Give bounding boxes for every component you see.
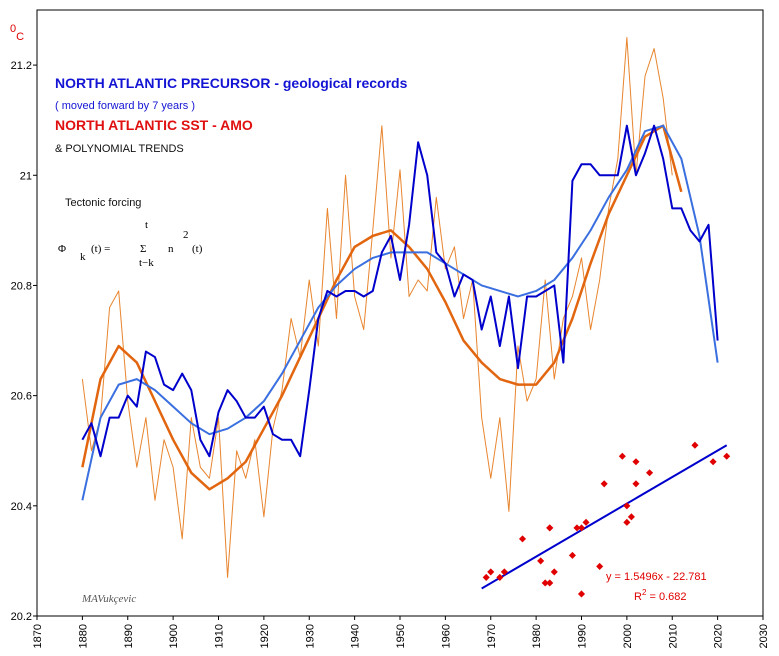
formula-sigma: Σ bbox=[140, 243, 146, 255]
scatter-point bbox=[546, 579, 554, 587]
y-unit-base: C bbox=[16, 31, 24, 43]
formula-sub: k bbox=[80, 251, 86, 263]
legend-note: ( moved forward by 7 years ) bbox=[55, 100, 195, 112]
y-tick-label: 20.6 bbox=[11, 391, 32, 403]
legend-entry: NORTH ATLANTIC PRECURSOR - geological re… bbox=[55, 75, 408, 91]
formula-bottom: t−k bbox=[139, 257, 154, 269]
scatter-point bbox=[546, 524, 554, 532]
x-tick-label: 1990 bbox=[577, 624, 589, 648]
x-tick-label: 1940 bbox=[350, 624, 362, 648]
formula-pow: 2 bbox=[183, 229, 189, 241]
r2-label: R2 = 0.682 bbox=[634, 588, 686, 603]
scatter-point bbox=[573, 524, 581, 532]
y-tick-label: 21.2 bbox=[11, 60, 32, 72]
r2-sup: 2 bbox=[642, 588, 647, 597]
x-tick-label: 1930 bbox=[304, 624, 316, 648]
series-line bbox=[81, 37, 673, 578]
x-tick-label: 2020 bbox=[713, 624, 725, 648]
y-tick-label: 21 bbox=[20, 170, 32, 182]
y-tick-label: 20.8 bbox=[11, 280, 32, 292]
scatter-point bbox=[496, 573, 504, 581]
formula-top: t bbox=[145, 219, 148, 231]
scatter-point bbox=[487, 568, 495, 576]
scatter-point bbox=[646, 469, 654, 477]
series-line bbox=[481, 444, 728, 590]
scatter-point bbox=[568, 551, 576, 559]
scatter-point bbox=[537, 557, 545, 565]
legend-entry: NORTH ATLANTIC SST - AMO bbox=[55, 117, 253, 133]
scatter-point bbox=[577, 524, 586, 532]
y-unit: 0C bbox=[10, 23, 24, 43]
x-tick-label: 1870 bbox=[32, 624, 44, 648]
x-tick-label: 1950 bbox=[395, 624, 407, 648]
scatter-point bbox=[600, 480, 608, 488]
y-tick-label: 20.2 bbox=[11, 611, 32, 623]
scatter-point bbox=[632, 480, 640, 488]
series-line bbox=[81, 124, 719, 458]
scatter-point bbox=[596, 562, 604, 570]
y-tick-label: 20.4 bbox=[11, 501, 32, 513]
x-tick-label: 1890 bbox=[123, 624, 135, 648]
x-tick-label: 1920 bbox=[259, 624, 271, 648]
scatter-point bbox=[623, 502, 631, 510]
series-line bbox=[81, 124, 683, 491]
scatter-point bbox=[623, 518, 631, 526]
series-line bbox=[81, 124, 719, 501]
scatter-point bbox=[723, 452, 731, 460]
fit-label: y = 1.5496x - 22.781 bbox=[606, 571, 707, 583]
scatter-point bbox=[632, 458, 640, 466]
scatter-point bbox=[541, 579, 549, 587]
x-tick-label: 2010 bbox=[667, 624, 679, 648]
formula-n: n bbox=[168, 243, 174, 255]
formula: Φ k (t) = Σ t t−k n 2 (t) bbox=[58, 219, 203, 269]
signature: MAVukçevic bbox=[81, 593, 136, 605]
x-tick-label: 1910 bbox=[214, 624, 226, 648]
scatter-point bbox=[500, 568, 508, 576]
y-unit-sup: 0 bbox=[10, 23, 16, 35]
x-tick-label: 1980 bbox=[531, 624, 543, 648]
scatter-point bbox=[618, 452, 626, 460]
x-tick-label: 1960 bbox=[440, 624, 452, 648]
x-tick-label: 1900 bbox=[168, 624, 180, 648]
scatter-point bbox=[482, 573, 490, 581]
r2-base: R bbox=[634, 591, 642, 603]
scatter-point bbox=[627, 513, 635, 521]
x-tick-label: 1970 bbox=[486, 624, 498, 648]
formula-end: (t) bbox=[192, 243, 203, 255]
formula-mid: (t) = bbox=[91, 243, 110, 255]
formula-title: Tectonic forcing bbox=[65, 197, 141, 209]
x-tick-label: 1880 bbox=[77, 624, 89, 648]
scatter-point bbox=[582, 518, 590, 526]
r2-rest: = 0.682 bbox=[646, 591, 686, 603]
formula-phi: Φ bbox=[58, 243, 66, 255]
scatter-point bbox=[691, 441, 699, 449]
scatter-point bbox=[550, 568, 558, 576]
scatter-point bbox=[709, 458, 717, 466]
x-tick-label: 2030 bbox=[758, 624, 770, 648]
scatter-point bbox=[577, 590, 586, 598]
trend-note: & POLYNOMIAL TRENDS bbox=[55, 143, 184, 155]
x-tick-label: 2000 bbox=[622, 624, 634, 648]
scatter-point bbox=[518, 535, 527, 543]
